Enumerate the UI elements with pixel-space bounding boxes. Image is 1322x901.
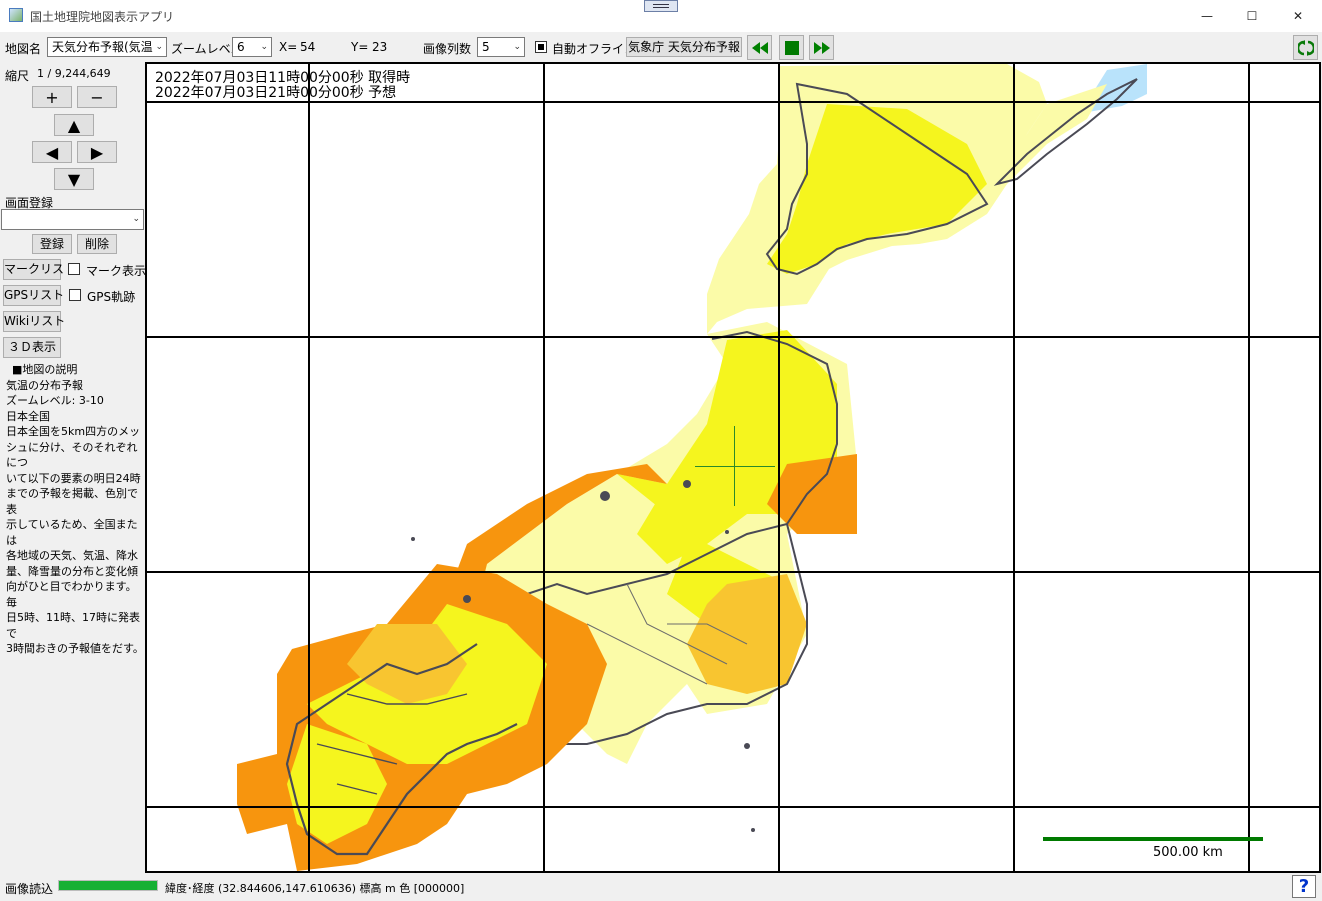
mark-show-checkbox[interactable] (68, 263, 80, 275)
screen-register-select[interactable]: ⌄ (1, 209, 144, 230)
description-line: 日本全国を5km四方のメッ (6, 425, 141, 438)
description-line: 示しているため、全国または (6, 518, 138, 547)
description-line: 量、降雪量の分布と変化傾 (6, 564, 138, 578)
chevron-down-icon: ⌄ (132, 214, 140, 224)
image-columns-value: 5 (482, 40, 490, 54)
map-name-value: 天気分布予報(気温 (52, 40, 153, 54)
grid-line (1013, 64, 1015, 871)
scale-bar-label: 500.00 km (1153, 845, 1223, 860)
stop-button[interactable] (779, 35, 804, 60)
grid-line (147, 806, 1319, 808)
delete-button[interactable]: 削除 (77, 234, 117, 254)
gps-track-checkbox[interactable] (69, 289, 81, 301)
loading-progress-fill (59, 881, 157, 890)
refresh-button[interactable] (1293, 35, 1318, 60)
pan-up-button[interactable]: ▲ (54, 114, 94, 136)
grid-line (308, 64, 310, 871)
register-button[interactable]: 登録 (32, 234, 72, 254)
forecast-overlay (237, 64, 1147, 871)
mark-show-label: マーク表示 (86, 264, 147, 278)
loading-progress-bar (58, 880, 158, 891)
image-columns-select[interactable]: 5 ⌄ (477, 37, 525, 57)
left-panel: 縮尺 1 / 9,244,649 + − ▲ ◀ ▶ ▼ 画面登録 ⌄ 登録 削… (0, 62, 147, 874)
grid-line (543, 64, 545, 871)
description-line: 日5時、11時、17時に発表で (6, 611, 140, 640)
west-japan-region (237, 564, 607, 871)
description-line: 日本全国 (6, 409, 50, 423)
crosshair-horizontal (695, 466, 775, 467)
maximize-button[interactable]: ☐ (1246, 9, 1258, 23)
y-label: Y= (351, 40, 369, 54)
stop-icon (784, 40, 799, 55)
map-name-select[interactable]: 天気分布予報(気温 ⌄ (47, 37, 167, 57)
zoom-in-button[interactable]: + (32, 86, 72, 108)
auto-offline-checkbox[interactable] (535, 41, 547, 53)
minimize-button[interactable]: — (1201, 9, 1213, 23)
x-value: 54 (300, 40, 316, 54)
rewind-icon (751, 41, 768, 54)
title-bar: 国土地理院地図表示アプリ — ☐ ✕ (0, 0, 1322, 32)
pan-right-button[interactable]: ▶ (77, 141, 117, 163)
scale-value: 1 / 9,244,649 (37, 67, 111, 80)
zoom-level-select[interactable]: 6 ⌄ (232, 37, 272, 57)
auto-offline-label: 自動オフライン (552, 42, 637, 56)
app-icon (9, 8, 23, 22)
zoom-level-label: ズームレベル (171, 42, 243, 56)
coordinate-readout: 緯度･経度 (32.844606,147.610636) 標高 m 色 [000… (165, 882, 465, 895)
y-value: 23 (372, 40, 388, 54)
map-description: ■地図の説明 気温の分布予報 ズームレベル: 3-10 日本全国 日本全国を5k… (6, 362, 145, 657)
jma-source-button[interactable]: 気象庁 天気分布予報 (626, 37, 742, 57)
x-label: X= (279, 40, 298, 54)
description-line: 3時間おきの予報値をだす。 (6, 642, 144, 655)
description-heading: ■地図の説明 (12, 363, 78, 376)
help-icon[interactable]: ? (1292, 875, 1316, 898)
grid-line (147, 336, 1319, 338)
description-line: 向がひと目でわかります。毎 (6, 580, 137, 609)
description-line: までの予報を掲載、色別で表 (6, 487, 138, 516)
hokkaido-region (707, 64, 1147, 334)
grid-line (147, 571, 1319, 573)
fast-forward-button[interactable] (809, 35, 834, 60)
forecast-time: 2022年07月03日21時00分00秒 予想 (155, 85, 397, 101)
rewind-button[interactable] (747, 35, 772, 60)
grid-line (147, 101, 1319, 103)
screen-register-label: 画面登録 (5, 196, 54, 210)
grid-line (1248, 64, 1250, 871)
crosshair-vertical (734, 426, 735, 506)
scale-label: 縮尺 (5, 69, 30, 83)
close-button[interactable]: ✕ (1292, 9, 1304, 23)
wiki-list-button[interactable]: Wikiリスト (3, 311, 65, 332)
zoom-out-button[interactable]: − (77, 86, 117, 108)
grip-handle-icon[interactable] (644, 0, 678, 12)
scale-bar (1043, 837, 1263, 841)
map-name-label: 地図名 (5, 42, 42, 56)
zoom-level-value: 6 (237, 40, 245, 54)
chevron-down-icon: ⌄ (155, 42, 163, 52)
gps-list-button[interactable]: GPSリスト (3, 285, 64, 306)
status-bar: 画像読込 緯度･経度 (32.844606,147.610636) 標高 m 色… (0, 874, 1322, 901)
description-line: いて以下の要素の明日24時 (6, 471, 141, 485)
description-line: シュに分け、そのそれぞれにつ (6, 440, 138, 470)
mark-list-button[interactable]: マークリスト (3, 259, 76, 280)
pan-down-button[interactable]: ▼ (54, 168, 94, 190)
chevron-down-icon: ⌄ (513, 42, 521, 52)
window-title: 国土地理院地図表示アプリ (30, 10, 175, 24)
refresh-icon (1297, 39, 1314, 56)
pan-left-button[interactable]: ◀ (32, 141, 72, 163)
gps-track-label: GPS軌跡 (87, 290, 136, 304)
fast-forward-icon (813, 41, 830, 54)
view-3d-button[interactable]: ３Ｄ表示 (3, 337, 61, 358)
description-line: 気温の分布予報 (6, 378, 83, 392)
image-columns-label: 画像列数 (423, 42, 472, 56)
map-view[interactable]: 2022年07月03日11時00分00秒 取得時 2022年07月03日21時0… (145, 62, 1321, 873)
toolbar: 地図名 天気分布予報(気温 ⌄ ズームレベル 6 ⌄ X= 54 Y= 23 画… (0, 32, 1322, 62)
grid-line (778, 64, 780, 871)
description-line: 各地域の天気、気温、降水 (6, 549, 138, 562)
image-loading-label: 画像読込 (5, 882, 54, 896)
acquired-time: 2022年07月03日11時00分00秒 取得時 (155, 70, 411, 86)
chevron-down-icon: ⌄ (260, 42, 268, 52)
description-line: ズームレベル: 3-10 (6, 394, 104, 407)
islands (411, 480, 755, 832)
